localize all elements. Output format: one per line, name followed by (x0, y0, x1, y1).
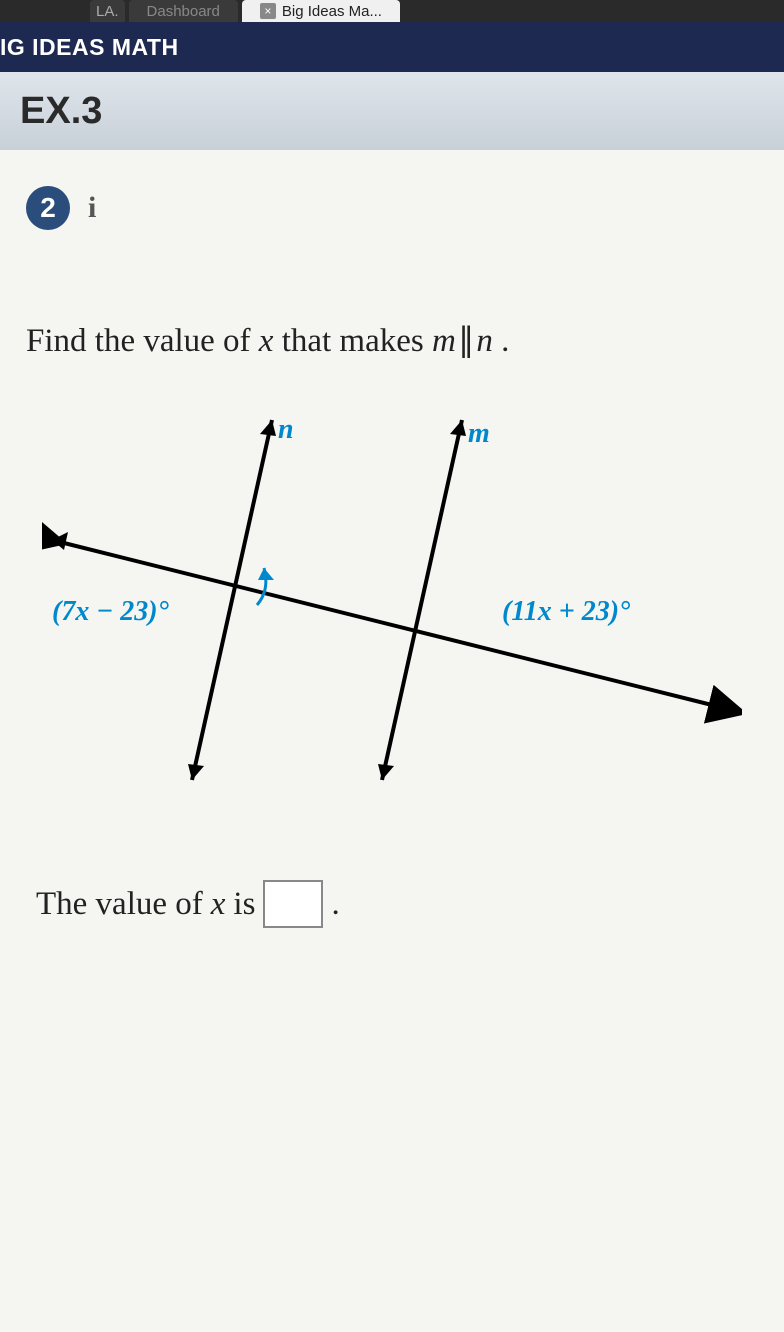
problem-header: 2 i (26, 186, 758, 230)
q-var-m: m (432, 323, 456, 359)
q-prefix: Find the value of (26, 323, 259, 359)
arrow-n-top (260, 420, 276, 436)
tab-partial[interactable]: LA. (90, 0, 125, 22)
question-text: Find the value of x that makes m∥n . (26, 320, 758, 360)
label-n: n (278, 414, 294, 446)
arrow-br (716, 700, 732, 718)
tab-active-label: Big Ideas Ma... (282, 3, 382, 20)
angle-right-label: (11x + 23)° (502, 596, 630, 628)
answer-input[interactable] (263, 880, 323, 928)
app-header: IG IDEAS MATH (0, 22, 784, 72)
answer-line: The value of x is . (36, 880, 758, 928)
content-area: 2 i Find the value of x that makes m∥n . (0, 150, 784, 1332)
arrow-m-bot (378, 764, 394, 780)
arrow-n-bot (188, 764, 204, 780)
arrow-m-top (450, 420, 466, 436)
problem-number-badge[interactable]: 2 (26, 186, 70, 230)
arrow-tl (52, 532, 68, 550)
close-tab-icon[interactable]: × (260, 3, 276, 19)
q-var-n: n (476, 323, 493, 359)
answer-suffix: . (331, 886, 339, 923)
q-var-x: x (259, 323, 274, 359)
info-icon[interactable]: i (88, 191, 96, 225)
subtitle: EX.3 (20, 90, 102, 133)
geometry-diagram: n m (7x − 23)° (11x + 23)° (42, 400, 742, 820)
line-m (382, 420, 462, 780)
app-title: IG IDEAS MATH (0, 34, 179, 61)
angle-left-label: (7x − 23)° (52, 596, 169, 628)
answer-var: x (211, 886, 226, 923)
answer-prefix: The value of (36, 886, 203, 923)
q-mid: that makes (273, 323, 432, 359)
tab-dashboard[interactable]: Dashboard (129, 0, 238, 22)
sub-header: EX.3 (0, 72, 784, 150)
tab-active[interactable]: × Big Ideas Ma... (242, 0, 400, 22)
browser-tabs: LA. Dashboard × Big Ideas Ma... (0, 0, 784, 22)
label-m: m (468, 418, 490, 450)
answer-mid: is (233, 886, 255, 923)
q-suffix: . (493, 323, 510, 359)
parallel-symbol: ∥ (458, 320, 475, 359)
